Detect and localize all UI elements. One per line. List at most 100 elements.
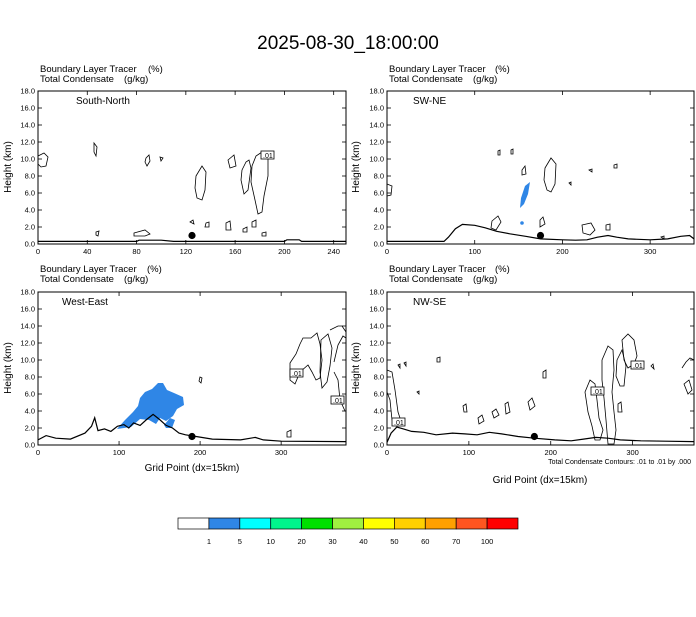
contour-label: .01 xyxy=(333,398,343,405)
x-tick-label: 100 xyxy=(463,448,476,457)
location-marker xyxy=(536,231,545,240)
y-tick-label: 2.0 xyxy=(25,223,35,232)
y-tick-label: 12.0 xyxy=(369,339,384,348)
y-tick-label: 18.0 xyxy=(369,87,384,96)
panel-header-left-1: Boundary Layer Tracer xyxy=(389,264,486,275)
x-ticks: 0 100 200 300 xyxy=(36,292,288,457)
y-ticks: 0.0 2.0 4.0 6.0 8.0 10.0 12.0 14.0 16.0 18.0 xyxy=(369,87,694,249)
contours xyxy=(386,333,695,445)
tracer-fill xyxy=(117,383,184,429)
colorbar-label: 40 xyxy=(359,537,367,546)
contour-label: .01 xyxy=(292,371,302,378)
contours xyxy=(198,325,347,438)
colorbar-swatch xyxy=(177,517,210,530)
panel-header-left-2: Total Condensate xyxy=(40,74,114,85)
y-tick-label: 16.0 xyxy=(369,104,384,113)
colorbar-label: 70 xyxy=(452,537,460,546)
x-tick-label: 0 xyxy=(36,448,40,457)
colorbar-label: 10 xyxy=(267,537,275,546)
colorbar-swatch xyxy=(270,517,302,530)
contour-label-box: .01 xyxy=(260,150,275,160)
y-axis-label: Height (km) xyxy=(351,342,362,394)
y-tick-label: 8.0 xyxy=(25,172,35,181)
panel-label: NW-SE xyxy=(413,297,446,308)
terrain-layer xyxy=(387,223,695,242)
colorbar-label: 30 xyxy=(328,537,336,546)
panel-header-right-1: (%) xyxy=(147,264,162,275)
x-tick-label: 300 xyxy=(626,448,639,457)
panel-header-right-2: (g/kg) xyxy=(124,74,148,85)
marker-layer xyxy=(536,231,545,240)
y-ticks: 0.0 2.0 4.0 6.0 8.0 10.0 12.0 14.0 16.0 18.0 xyxy=(369,288,694,450)
terrain-line xyxy=(38,239,346,242)
figure-title: 2025-08-30_18:00:00 xyxy=(257,33,439,54)
y-tick-label: 12.0 xyxy=(369,138,384,147)
y-tick-label: 6.0 xyxy=(25,390,35,399)
panel-header-left-1: Boundary Layer Tracer xyxy=(40,64,137,75)
y-axis-label: Height (km) xyxy=(3,342,14,394)
x-tick-label: 0 xyxy=(36,247,40,256)
marker-layer xyxy=(188,231,196,240)
panel-nw-se: Boundary Layer Tracer (%) Total Condensa… xyxy=(351,264,695,486)
panel-header-left-2: Total Condensate xyxy=(389,74,463,85)
x-tick-label: 160 xyxy=(229,247,242,256)
y-tick-label: 0.0 xyxy=(25,240,35,249)
colorbar-swatch xyxy=(424,517,457,530)
y-tick-label: 4.0 xyxy=(374,206,384,215)
y-tick-label: 16.0 xyxy=(20,305,35,314)
y-tick-label: 8.0 xyxy=(374,373,384,382)
colorbar-label: 50 xyxy=(390,537,398,546)
panel-header-right-2: (g/kg) xyxy=(473,74,497,85)
y-tick-label: 16.0 xyxy=(369,305,384,314)
x-tick-label: 240 xyxy=(327,247,340,256)
contour-label: .01 xyxy=(394,420,404,427)
y-tick-label: 18.0 xyxy=(20,87,35,96)
terrain-layer xyxy=(386,426,695,443)
y-tick-label: 18.0 xyxy=(369,288,384,297)
colorbar-swatch xyxy=(301,517,333,530)
colorbar-swatch xyxy=(239,517,272,530)
contours xyxy=(37,141,269,237)
x-axis-label: Grid Point (dx=15km) xyxy=(493,475,588,486)
y-tick-label: 14.0 xyxy=(20,121,35,130)
panel-header-right-1: (%) xyxy=(495,264,510,275)
y-tick-label: 4.0 xyxy=(25,206,35,215)
contour-label-box: .01 .01 .01 xyxy=(391,360,645,427)
panel-header-left-2: Total Condensate xyxy=(40,274,114,285)
panel-header-left-2: Total Condensate xyxy=(389,274,463,285)
panel-label: South-North xyxy=(76,96,130,107)
contours xyxy=(386,148,665,240)
y-tick-label: 14.0 xyxy=(369,322,384,331)
terrain-layer xyxy=(38,239,346,242)
panel-label: SW-NE xyxy=(413,96,446,107)
panel-header-right-1: (%) xyxy=(495,64,510,75)
colorbar-label: 1 xyxy=(207,537,211,546)
plot-frame xyxy=(37,90,347,245)
y-ticks: 0.0 2.0 4.0 6.0 8.0 10.0 12.0 14.0 16.0 18.0 xyxy=(20,288,346,450)
colorbar-label: 5 xyxy=(238,537,242,546)
y-tick-label: 6.0 xyxy=(374,189,384,198)
panel-label: West-East xyxy=(62,297,108,308)
y-tick-label: 10.0 xyxy=(20,356,35,365)
terrain-layer xyxy=(37,413,347,443)
y-tick-label: 2.0 xyxy=(25,424,35,433)
y-tick-label: 10.0 xyxy=(369,155,384,164)
x-ticks: 0 100 200 300 xyxy=(385,91,656,256)
x-tick-label: 100 xyxy=(468,247,481,256)
y-tick-label: 14.0 xyxy=(369,121,384,130)
colorbar-swatch xyxy=(363,517,395,530)
x-tick-label: 200 xyxy=(544,448,557,457)
colorbar-swatch xyxy=(455,517,488,530)
y-tick-label: 16.0 xyxy=(20,104,35,113)
y-tick-label: 2.0 xyxy=(374,223,384,232)
x-tick-label: 300 xyxy=(275,448,288,457)
x-tick-label: 80 xyxy=(132,247,140,256)
y-tick-label: 4.0 xyxy=(25,407,35,416)
location-marker xyxy=(188,432,196,441)
y-ticks: 0.0 2.0 4.0 6.0 8.0 10.0 12.0 14.0 16.0 18.0 xyxy=(20,87,346,249)
location-marker xyxy=(188,231,196,240)
y-tick-label: 8.0 xyxy=(374,172,384,181)
y-tick-label: 0.0 xyxy=(374,240,384,249)
colorbar-label: 60 xyxy=(421,537,429,546)
